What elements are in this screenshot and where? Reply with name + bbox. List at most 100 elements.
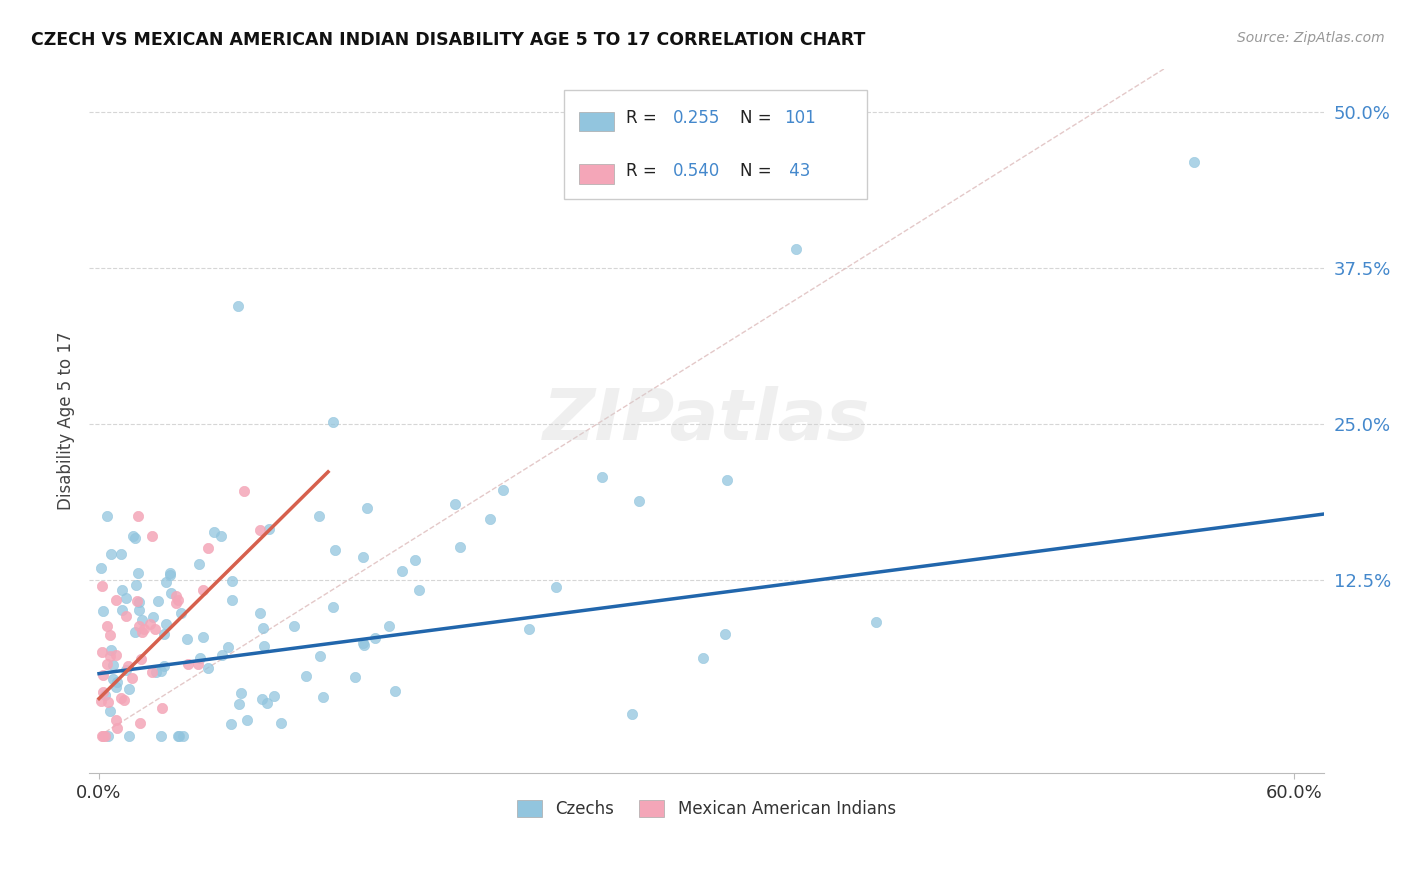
Point: [165, 596, 187, 610]
Point: [378, 619, 401, 633]
Point: [263, 690, 285, 704]
Point: [308, 649, 330, 664]
Point: [91, 729, 114, 743]
FancyBboxPatch shape: [579, 112, 614, 131]
Point: [197, 541, 219, 556]
Point: [124, 532, 146, 546]
Point: [150, 701, 173, 715]
FancyBboxPatch shape: [579, 164, 614, 184]
Point: [91, 667, 114, 681]
Text: 0.540: 0.540: [673, 161, 720, 179]
Text: 43: 43: [785, 161, 811, 179]
Point: [91, 685, 114, 699]
Point: [160, 586, 183, 600]
Point: [294, 669, 316, 683]
Point: [344, 670, 367, 684]
Point: [115, 609, 138, 624]
Point: [167, 593, 190, 607]
Point: [221, 574, 243, 588]
Point: [544, 580, 567, 594]
Point: [219, 717, 242, 731]
Text: N =: N =: [740, 161, 776, 179]
Point: [112, 693, 135, 707]
Point: [308, 508, 330, 523]
Point: [128, 603, 150, 617]
Point: [149, 665, 172, 679]
Point: [202, 525, 225, 540]
Point: [142, 610, 165, 624]
Point: [172, 729, 194, 743]
Point: [153, 627, 176, 641]
Point: [121, 671, 143, 685]
Point: [176, 657, 198, 671]
Point: [621, 707, 644, 722]
Point: [167, 729, 190, 743]
Point: [785, 243, 807, 257]
Point: [283, 619, 305, 633]
Point: [404, 552, 426, 566]
Point: [101, 672, 124, 686]
Point: [98, 648, 121, 663]
Point: [257, 522, 280, 536]
Point: [167, 729, 190, 743]
Point: [146, 594, 169, 608]
Point: [127, 566, 149, 581]
Point: [221, 593, 243, 607]
Point: [197, 661, 219, 675]
Text: R =: R =: [626, 109, 662, 127]
Point: [131, 613, 153, 627]
Point: [131, 624, 153, 639]
Point: [91, 729, 114, 743]
Point: [128, 595, 150, 609]
Point: [105, 593, 128, 607]
Point: [149, 729, 172, 743]
Text: 0.255: 0.255: [673, 109, 720, 127]
Point: [111, 603, 134, 617]
Point: [323, 542, 346, 557]
Point: [127, 509, 149, 524]
Point: [104, 648, 127, 662]
Point: [165, 589, 187, 603]
Point: [107, 675, 129, 690]
Point: [115, 663, 138, 677]
Point: [98, 628, 121, 642]
Point: [322, 600, 344, 615]
Point: [211, 648, 233, 663]
Point: [249, 607, 271, 621]
Point: [128, 619, 150, 633]
Point: [117, 659, 139, 673]
Point: [118, 681, 141, 696]
Point: [90, 645, 112, 659]
Point: [1184, 155, 1206, 169]
Point: [217, 640, 239, 654]
Text: Source: ZipAtlas.com: Source: ZipAtlas.com: [1237, 31, 1385, 45]
Point: [96, 508, 118, 523]
Legend: Czechs, Mexican American Indians: Czechs, Mexican American Indians: [510, 794, 903, 825]
Point: [252, 621, 274, 635]
Text: ZIPatlas: ZIPatlas: [543, 386, 870, 456]
Point: [129, 652, 152, 666]
Point: [492, 483, 515, 498]
Point: [193, 583, 215, 598]
Point: [229, 686, 252, 700]
Point: [353, 635, 375, 649]
Point: [692, 651, 714, 665]
Point: [98, 704, 121, 718]
Point: [96, 619, 118, 633]
Text: 101: 101: [785, 109, 815, 127]
Point: [124, 578, 146, 592]
Point: [270, 715, 292, 730]
Point: [96, 729, 118, 743]
Point: [141, 665, 163, 679]
Point: [121, 529, 143, 543]
Point: [125, 594, 148, 608]
Point: [364, 632, 387, 646]
Point: [188, 557, 211, 571]
FancyBboxPatch shape: [564, 90, 868, 199]
Point: [90, 579, 112, 593]
Point: [187, 657, 209, 671]
Point: [233, 483, 256, 498]
Point: [138, 617, 160, 632]
Point: [449, 540, 471, 554]
Y-axis label: Disability Age 5 to 17: Disability Age 5 to 17: [58, 332, 75, 510]
